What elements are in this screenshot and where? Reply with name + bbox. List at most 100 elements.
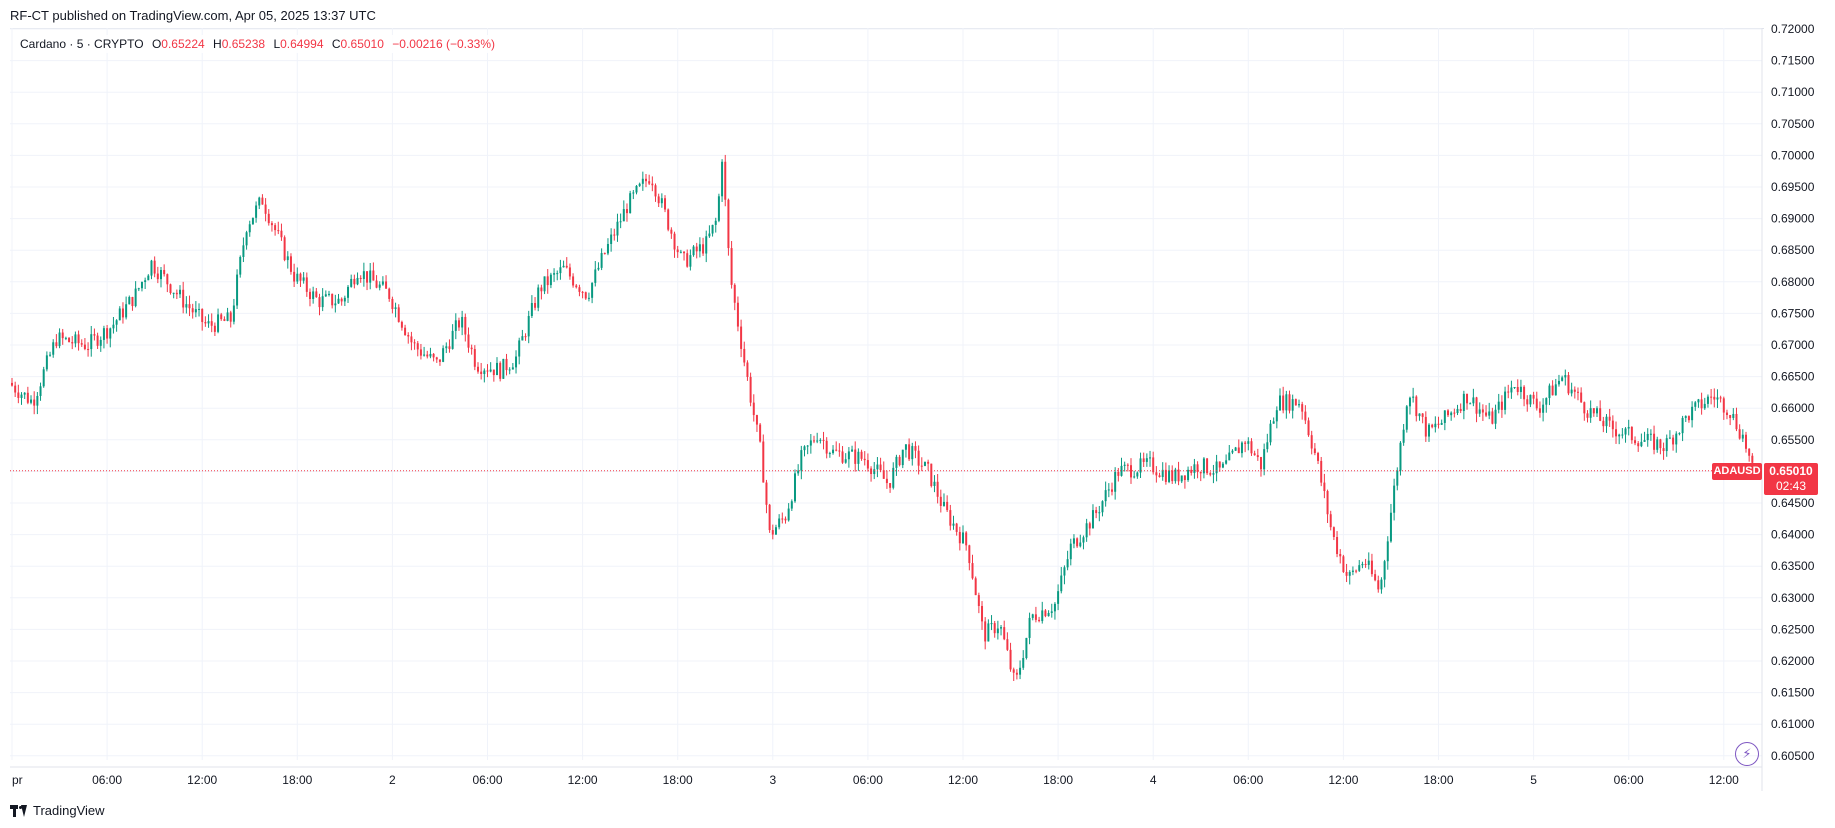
candle-body (1551, 385, 1554, 396)
candle-body (20, 394, 23, 398)
candle-body (42, 369, 45, 387)
candle-body (1225, 460, 1228, 464)
candle-body (137, 288, 140, 290)
candle-body (692, 246, 695, 256)
candle-body (1570, 389, 1573, 394)
lightning-bolt-icon[interactable]: ⚡ (1735, 742, 1759, 766)
candle-body (901, 449, 904, 466)
candle-body (410, 336, 413, 343)
candle-body (622, 209, 625, 222)
candle-body (819, 439, 822, 441)
candle-body (1567, 375, 1570, 394)
candle-body (1716, 397, 1719, 400)
candle-body (984, 621, 987, 642)
candle-body (1535, 398, 1538, 409)
candle-body (1085, 523, 1088, 538)
price-tick-label: 0.64000 (1771, 528, 1815, 542)
candle-body (391, 298, 394, 310)
candle-body (787, 508, 790, 521)
candle-body (835, 449, 838, 451)
candle-body (1012, 669, 1015, 673)
candle-body (1596, 408, 1598, 414)
candle-body (1031, 614, 1034, 618)
price-tick-label: 0.65500 (1771, 433, 1815, 447)
candle-body (1583, 402, 1586, 414)
candle-body (1342, 556, 1345, 572)
candle-body (946, 501, 949, 511)
candle-body (530, 303, 533, 316)
candle-body (965, 532, 968, 546)
candle-body (1393, 485, 1396, 513)
candle-body (1174, 469, 1177, 482)
candle-body (863, 458, 866, 461)
candle-body (331, 293, 334, 306)
candle-body (1117, 471, 1120, 476)
candle-body (416, 343, 419, 350)
candle-body (1561, 377, 1564, 381)
candle-body (1332, 527, 1335, 537)
candle-body (1155, 472, 1158, 476)
candle-body (1741, 434, 1744, 439)
candle-body (302, 277, 305, 281)
candle-body (128, 297, 131, 305)
candle-body (1684, 416, 1687, 418)
candle-body (1034, 614, 1037, 620)
candle-body (1672, 437, 1675, 445)
candle-body (584, 292, 587, 299)
candle-body (1386, 541, 1389, 562)
candle-body (1345, 571, 1348, 576)
time-tick-label: 2 (389, 773, 396, 787)
symbol-name: Cardano · 5 · CRYPTO (20, 37, 144, 51)
candle-body (1383, 561, 1386, 580)
candle-body (1377, 580, 1380, 590)
candle-body (1022, 658, 1025, 668)
candle-body (559, 267, 562, 274)
candle-body (762, 441, 765, 483)
candle-body (1611, 420, 1614, 430)
candle-body (670, 229, 673, 234)
candle-body (635, 185, 638, 193)
candle-body (1424, 416, 1427, 437)
candle-body (1399, 442, 1402, 471)
candle-body (721, 161, 724, 197)
candle-body (1675, 433, 1678, 445)
candle-body (1507, 391, 1510, 393)
time-tick-label: 12:00 (948, 773, 978, 787)
candle-body (369, 270, 372, 283)
candle-body (400, 321, 403, 328)
candle-body (372, 270, 375, 281)
candle-body (1320, 460, 1323, 483)
candle-body (337, 298, 340, 304)
candle-body (442, 348, 445, 362)
candle-body (993, 623, 996, 634)
candle-body (1361, 563, 1364, 566)
candle-body (1310, 435, 1313, 449)
candle-body (33, 399, 36, 406)
price-tick-label: 0.61500 (1771, 686, 1815, 700)
candle-body (1041, 610, 1044, 622)
candle-body (1459, 409, 1462, 412)
candle-body (1095, 510, 1098, 514)
candle-body (1573, 389, 1576, 392)
candle-body (1557, 380, 1560, 385)
candle-body (58, 332, 61, 347)
candle-body (375, 280, 378, 288)
candle-body (134, 288, 137, 307)
candle-body (645, 178, 647, 182)
candle-body (476, 366, 479, 372)
candle-body (163, 269, 166, 275)
candle-body (1576, 391, 1579, 393)
candle-body (1206, 458, 1209, 474)
candle-body (606, 243, 609, 254)
candle-body (581, 291, 584, 293)
candle-body (1380, 579, 1383, 590)
candle-body (1351, 570, 1354, 572)
candle-body (1523, 386, 1526, 400)
candle-body (1456, 409, 1459, 414)
price-tick-label: 0.70500 (1771, 117, 1815, 131)
time-tick-label: 12:00 (1709, 773, 1739, 787)
candle-body (987, 623, 990, 642)
candle-body (121, 308, 124, 318)
footer-brand[interactable]: TradingView (10, 803, 105, 818)
